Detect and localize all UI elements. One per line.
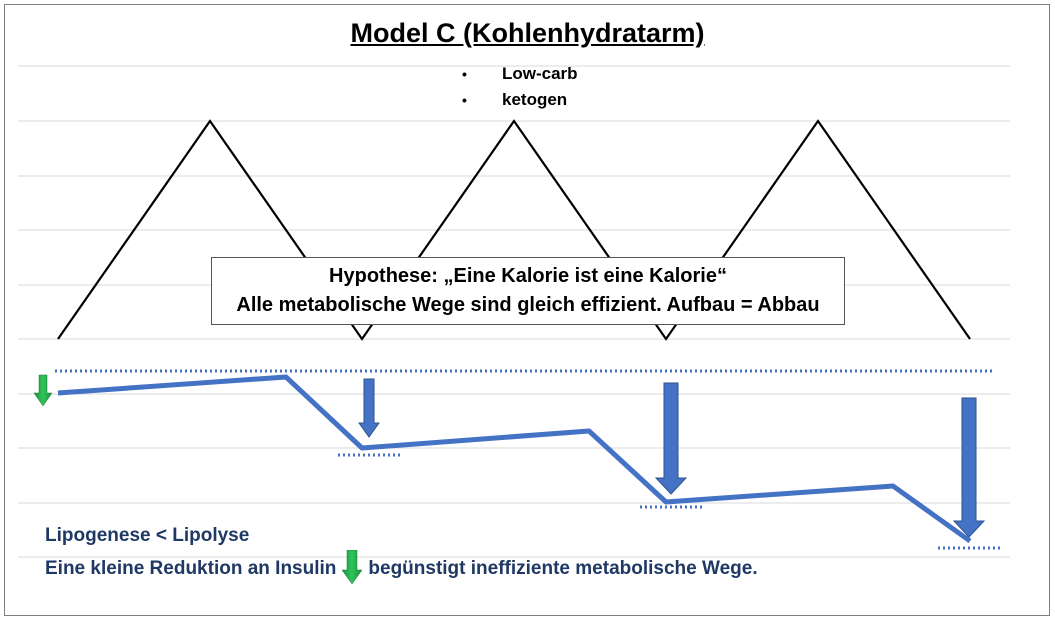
hypothesis-box: Hypothese: „Eine Kalorie ist eine Kalori… [211, 257, 845, 325]
caption-line-2-before: Eine kleine Reduktion an Insulin [45, 558, 337, 579]
weight-line [57, 374, 972, 544]
bullet-text: Low-carb [502, 64, 578, 83]
bullet-item: • Low-carb [462, 61, 578, 87]
bullet-dot-icon: • [462, 92, 467, 108]
blue-arrow-medium-icon [654, 382, 688, 495]
caption-line-2-after: begünstigt ineffiziente metabolische Weg… [368, 558, 758, 579]
caption-line-2: Eine kleine Reduktion an Insulin begünsti… [45, 550, 758, 584]
blue-arrow-small-icon [358, 378, 380, 438]
green-arrow-icon [33, 374, 53, 407]
bullet-text: ketogen [502, 90, 568, 109]
page-title: Model C (Kohlenhydratarm) [0, 18, 1055, 49]
page-title-text: Model C (Kohlenhydratarm) [350, 18, 705, 48]
bullet-dot-icon: • [462, 66, 467, 82]
caption-line-1: Lipogenese < Lipolyse [45, 525, 250, 546]
dotted-lines [55, 369, 1000, 550]
hypothesis-line-2: Alle metabolische Wege sind gleich effiz… [236, 294, 820, 316]
green-down-arrow-icon [342, 550, 363, 584]
bullet-list: • Low-carb • ketogen [462, 61, 578, 113]
gridlines [18, 65, 1010, 558]
bullet-item: • ketogen [462, 87, 578, 113]
hypothesis-line-1: Hypothese: „Eine Kalorie ist eine Kalori… [329, 265, 727, 287]
zigzag-line [57, 119, 971, 341]
bottom-caption: Lipogenese < Lipolyse Eine kleine Redukt… [45, 522, 758, 584]
blue-arrow-large-icon [952, 397, 986, 538]
